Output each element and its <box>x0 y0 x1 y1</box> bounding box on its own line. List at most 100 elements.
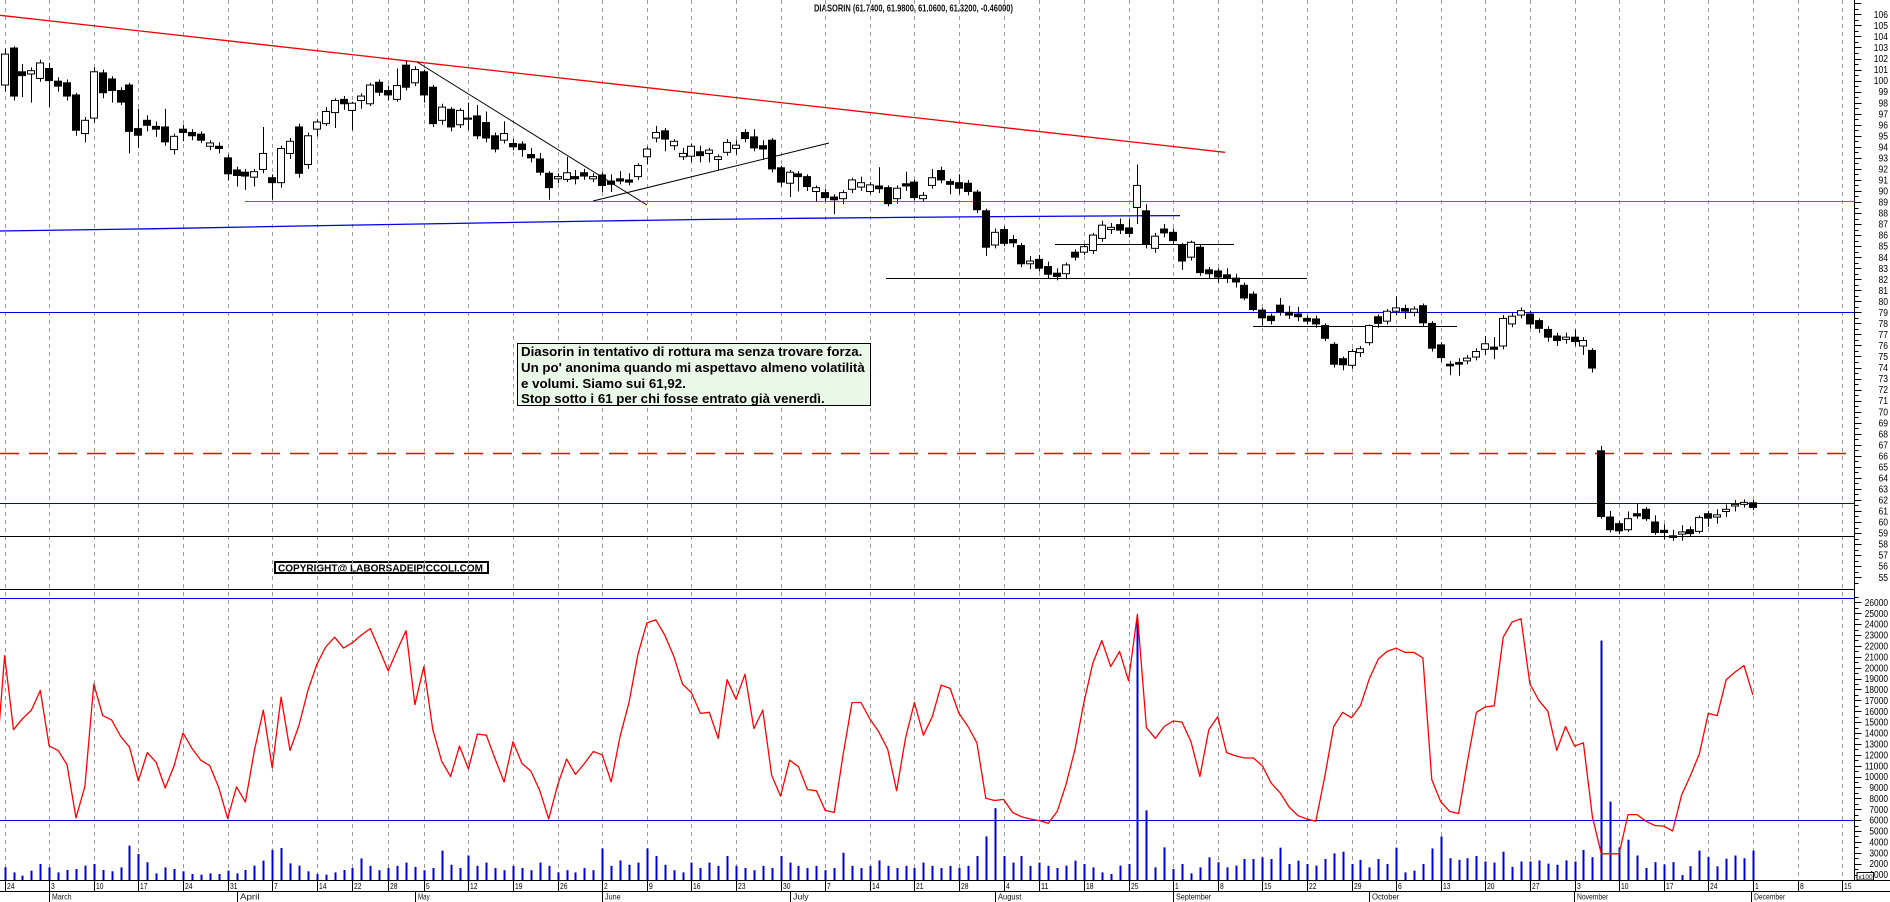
svg-text:4000: 4000 <box>1869 837 1888 848</box>
svg-text:21000: 21000 <box>1865 652 1889 663</box>
svg-text:11: 11 <box>1041 882 1049 891</box>
svg-text:19000: 19000 <box>1865 674 1889 685</box>
svg-text:14: 14 <box>872 882 880 891</box>
svg-text:64: 64 <box>1879 473 1889 484</box>
svg-text:7: 7 <box>274 882 278 891</box>
svg-text:97: 97 <box>1879 109 1889 120</box>
svg-text:22000: 22000 <box>1865 642 1889 653</box>
svg-text:July: July <box>793 892 809 901</box>
svg-text:57: 57 <box>1879 551 1889 562</box>
svg-text:5: 5 <box>426 882 430 891</box>
svg-text:2: 2 <box>604 882 608 891</box>
svg-text:90: 90 <box>1879 187 1889 198</box>
svg-text:x100: x100 <box>1859 874 1873 881</box>
svg-text:August: August <box>998 892 1022 901</box>
svg-text:85: 85 <box>1879 242 1889 253</box>
svg-text:22: 22 <box>354 882 362 891</box>
svg-text:12000: 12000 <box>1865 750 1889 761</box>
svg-text:26: 26 <box>560 882 568 891</box>
svg-text:7: 7 <box>827 882 831 891</box>
svg-text:23: 23 <box>738 882 746 891</box>
svg-text:8: 8 <box>1800 882 1804 891</box>
svg-text:96: 96 <box>1879 120 1889 131</box>
svg-text:19: 19 <box>515 882 523 891</box>
svg-text:24: 24 <box>7 882 15 891</box>
svg-text:77: 77 <box>1879 330 1889 341</box>
svg-text:81: 81 <box>1879 286 1889 297</box>
svg-text:29: 29 <box>1354 882 1362 891</box>
svg-text:94: 94 <box>1879 142 1889 153</box>
svg-text:106: 106 <box>1874 10 1889 21</box>
svg-text:68: 68 <box>1879 429 1889 440</box>
svg-text:62: 62 <box>1879 496 1889 507</box>
svg-text:20: 20 <box>1487 882 1495 891</box>
svg-text:3: 3 <box>1577 882 1581 891</box>
svg-text:100: 100 <box>1874 76 1889 87</box>
svg-text:8: 8 <box>1220 882 1224 891</box>
svg-text:14000: 14000 <box>1865 729 1889 740</box>
svg-text:92: 92 <box>1879 164 1889 175</box>
svg-text:22: 22 <box>1309 882 1317 891</box>
svg-text:79: 79 <box>1879 308 1889 319</box>
svg-text:93: 93 <box>1879 153 1889 164</box>
svg-text:June: June <box>605 892 621 901</box>
svg-text:61: 61 <box>1879 507 1889 518</box>
svg-text:1000: 1000 <box>1869 870 1888 881</box>
svg-text:10: 10 <box>1621 882 1629 891</box>
svg-text:31: 31 <box>230 882 238 891</box>
svg-text:9000: 9000 <box>1869 783 1888 794</box>
svg-text:18: 18 <box>1086 882 1094 891</box>
svg-text:17: 17 <box>140 882 148 891</box>
svg-text:21: 21 <box>916 882 924 891</box>
svg-text:8000: 8000 <box>1869 794 1888 805</box>
svg-text:73: 73 <box>1879 374 1889 385</box>
svg-text:30: 30 <box>783 882 791 891</box>
svg-text:DIASORIN (61.7400, 61.9800, 61: DIASORIN (61.7400, 61.9800, 61.0600, 61.… <box>814 3 1013 15</box>
svg-text:11000: 11000 <box>1865 761 1889 772</box>
svg-text:15: 15 <box>1844 882 1852 891</box>
svg-text:103: 103 <box>1874 43 1889 54</box>
svg-text:87: 87 <box>1879 220 1889 231</box>
svg-text:12: 12 <box>470 882 478 891</box>
svg-text:76: 76 <box>1879 341 1889 352</box>
svg-text:7000: 7000 <box>1869 805 1888 816</box>
svg-text:89: 89 <box>1879 198 1889 209</box>
svg-text:May: May <box>418 892 430 901</box>
svg-text:March: March <box>52 892 72 901</box>
svg-text:84: 84 <box>1879 253 1889 264</box>
svg-text:1: 1 <box>1175 882 1179 891</box>
svg-text:2000: 2000 <box>1869 859 1888 870</box>
svg-text:September: September <box>1176 892 1211 901</box>
svg-text:December: December <box>1754 892 1785 901</box>
svg-text:13000: 13000 <box>1865 739 1889 750</box>
svg-text:6: 6 <box>1398 882 1402 891</box>
svg-text:6000: 6000 <box>1869 816 1888 827</box>
svg-text:COPYRIGHT@ LABORSADEIPICCOLI.C: COPYRIGHT@ LABORSADEIPICCOLI.COM <box>278 563 483 574</box>
svg-text:74: 74 <box>1879 363 1889 374</box>
svg-text:75: 75 <box>1879 352 1889 363</box>
svg-text:59: 59 <box>1879 529 1889 540</box>
svg-text:78: 78 <box>1879 319 1889 330</box>
svg-text:26000: 26000 <box>1865 598 1889 609</box>
svg-text:88: 88 <box>1879 209 1889 220</box>
svg-text:5000: 5000 <box>1869 827 1888 838</box>
svg-text:86: 86 <box>1879 231 1889 242</box>
svg-text:3000: 3000 <box>1869 848 1888 859</box>
svg-text:60: 60 <box>1879 518 1889 529</box>
svg-text:25000: 25000 <box>1865 609 1889 620</box>
svg-text:24: 24 <box>1710 882 1718 891</box>
svg-text:27: 27 <box>1532 882 1540 891</box>
svg-text:November: November <box>1577 892 1608 901</box>
svg-text:10000: 10000 <box>1865 772 1889 783</box>
svg-text:55: 55 <box>1879 573 1889 584</box>
svg-text:91: 91 <box>1879 176 1889 187</box>
svg-text:69: 69 <box>1879 418 1889 429</box>
svg-text:105: 105 <box>1874 21 1889 32</box>
svg-text:April: April <box>240 892 260 901</box>
svg-text:70: 70 <box>1879 407 1889 418</box>
svg-text:63: 63 <box>1879 484 1889 495</box>
svg-text:72: 72 <box>1879 385 1889 396</box>
svg-text:56: 56 <box>1879 562 1889 573</box>
svg-text:58: 58 <box>1879 540 1889 551</box>
svg-text:102: 102 <box>1874 54 1889 65</box>
